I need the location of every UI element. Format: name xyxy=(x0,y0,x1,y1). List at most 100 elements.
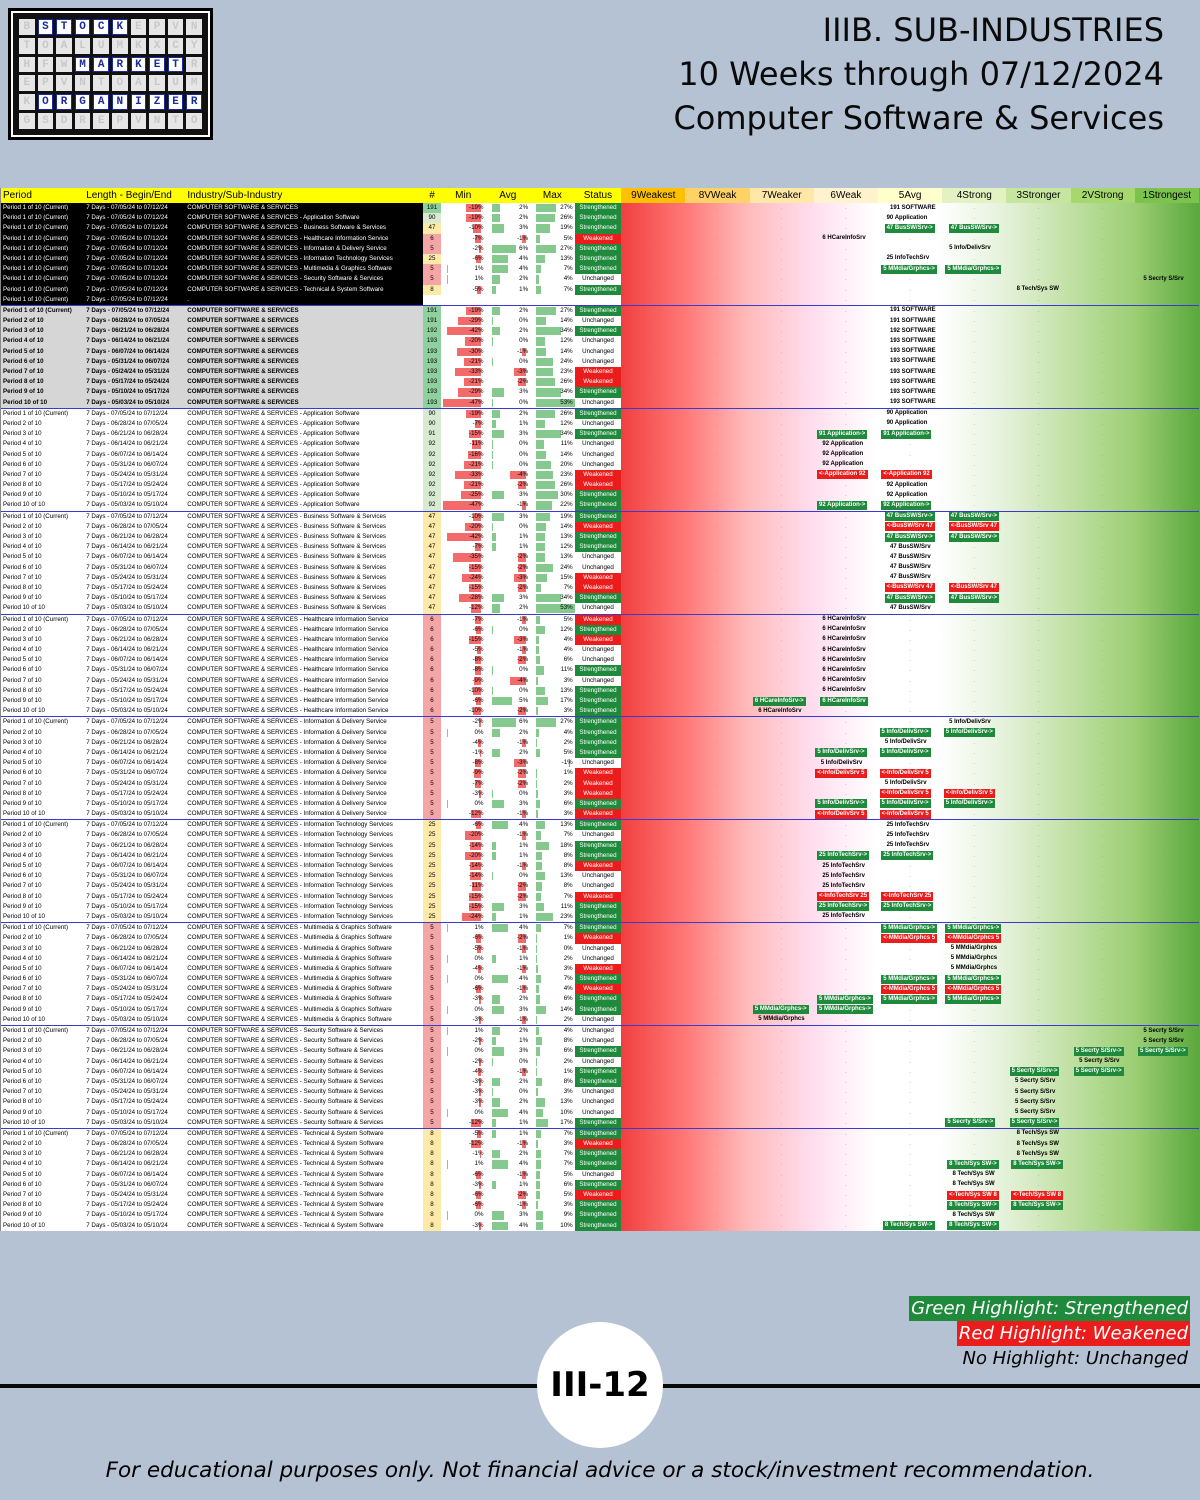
level-cell: . xyxy=(652,470,655,478)
level-cell: . xyxy=(652,862,655,869)
level-cell: . xyxy=(845,944,847,952)
value-bar xyxy=(536,748,541,758)
level-tag: 47 BusSW/Srv-> xyxy=(884,223,935,233)
level-cell: . 193 SOFTWARE xyxy=(890,357,936,365)
level-cell: . xyxy=(652,440,655,448)
cell-status: Weakened xyxy=(574,788,622,799)
value-text: -15% xyxy=(469,430,484,438)
level-cell: . xyxy=(1101,450,1104,458)
value-text: 6% xyxy=(563,1180,573,1188)
cell-avg: -1% xyxy=(486,1067,531,1077)
cell-period: Period 4 of 10 xyxy=(3,954,42,962)
value-bar xyxy=(446,728,448,737)
table-row: Period 4 of 10 7 Days - 06/14/24 to 06/21… xyxy=(1,645,1199,656)
level-cell: . xyxy=(1101,799,1104,807)
value-bar xyxy=(536,851,543,860)
table-row: Period 10 of 10 7 Days - 05/03/24 to 05/1… xyxy=(1,911,1199,923)
level-zone: .........5 Secrty S/Srv xyxy=(621,274,1199,285)
level-cell: . xyxy=(780,460,783,468)
value-text: 14% xyxy=(560,347,573,355)
level-cell: . xyxy=(780,573,783,581)
value-bar xyxy=(521,862,526,871)
level-cell: . xyxy=(780,718,783,726)
table-group: Period 1 of 10 (Current) 7 Days - 07/05/2… xyxy=(1,511,1199,615)
level-cell: . xyxy=(716,1118,719,1126)
cell-industry: COMPUTER SOFTWARE & SERVICES - Business … xyxy=(187,553,387,561)
value-text: 1% xyxy=(474,1160,484,1168)
value-text: -2% xyxy=(517,707,529,715)
value-text: -6% xyxy=(472,697,484,704)
level-cell: .5 Info/DelivSrv-> xyxy=(878,799,942,809)
level-cell: . xyxy=(652,430,655,438)
level-cell: . xyxy=(1037,512,1040,520)
logo-letter: T xyxy=(56,19,72,35)
logo-filler: T xyxy=(93,75,109,92)
value-bar xyxy=(517,563,526,572)
level-cell: . xyxy=(652,686,655,694)
cell-length: 7 Days - 05/24/24 to 05/31/24 xyxy=(86,1088,168,1096)
level-cell: . xyxy=(716,1015,719,1023)
level-cell: . xyxy=(1165,450,1168,458)
cell-avg: -1% xyxy=(486,738,531,748)
level-cell: . xyxy=(652,1140,655,1148)
level-zone: ..... 193 SOFTWARE.... xyxy=(621,387,1199,398)
level-tag: 5 Info/DelivSrv xyxy=(949,718,991,725)
value-bar xyxy=(536,635,540,645)
value-bar xyxy=(536,821,546,830)
level-tag: 6 HCareInfoSrv xyxy=(822,687,866,694)
cell-length: 7 Days - 06/28/24 to 07/05/24 xyxy=(86,1140,168,1148)
cell-max: 5% xyxy=(530,1190,575,1200)
table-row: Period 10 of 10 7 Days - 05/03/24 to 05/1… xyxy=(1,1014,1199,1025)
value-bar xyxy=(536,470,554,480)
cell-max: 15% xyxy=(530,573,575,583)
level-cell: . xyxy=(909,707,911,715)
level-cell: .5 MMdia/Grphcs-> xyxy=(878,994,942,1004)
cell-length: 7 Days - 05/17/24 to 05/24/24 xyxy=(86,789,168,797)
level-cell: . xyxy=(1037,912,1040,920)
level-tag: <-Application 92 xyxy=(817,470,868,480)
value-bar xyxy=(536,789,539,798)
value-text: 1% xyxy=(563,934,573,942)
cell-min: -6% xyxy=(441,1190,486,1200)
cell-period: Period 3 of 10 xyxy=(3,1047,42,1055)
level-cell: . xyxy=(716,1150,719,1158)
value-bar xyxy=(465,409,481,418)
header-level-9weakest: 9Weakest xyxy=(621,188,686,203)
cell-count: 5 xyxy=(423,1066,441,1077)
level-tag: 8 Tech/Sys SW xyxy=(1016,1140,1059,1147)
level-cell: . xyxy=(780,594,783,602)
level-cell: . 25 InfoTechSrv xyxy=(822,872,865,880)
cell-industry: COMPUTER SOFTWARE & SERVICES - Multimedi… xyxy=(187,924,392,932)
value-text: -3% xyxy=(472,1180,484,1188)
level-cell: . xyxy=(780,686,783,694)
level-tag: 6 HCareInfoSrv xyxy=(822,235,866,242)
cell-status: Unchanged xyxy=(582,1098,614,1106)
cell-status: Strengthened xyxy=(574,1179,622,1190)
cell-min: -2% xyxy=(441,717,486,727)
value-text: 3% xyxy=(563,676,573,684)
level-cell: . xyxy=(652,635,655,643)
value-bar xyxy=(536,964,539,974)
level-cell: . xyxy=(1165,440,1168,448)
level-cell: . xyxy=(845,317,847,325)
level-cell: . xyxy=(973,810,976,818)
level-cell: . xyxy=(973,450,976,458)
cell-count: 47 xyxy=(423,572,441,583)
level-tag: 8 Tech/Sys SW-> xyxy=(882,1221,935,1231)
level-tag: 25 InfoTechSrv xyxy=(822,913,865,920)
cell-avg: -1% xyxy=(486,964,531,974)
level-cell: . xyxy=(780,430,783,438)
level-cell: .92 Application-> xyxy=(814,500,878,510)
level-cell: . xyxy=(1037,306,1040,314)
table-row: Period 5 of 10 7 Days - 06/07/24 to 06/14… xyxy=(1,758,1199,769)
level-cell: . xyxy=(716,1160,719,1168)
cell-status: Strengthened xyxy=(574,840,622,851)
cell-count: 5 xyxy=(423,984,441,995)
cell-period: Period 9 of 10 xyxy=(3,594,42,602)
value-text: -10% xyxy=(469,224,484,232)
value-bar xyxy=(536,285,542,294)
level-cell: . xyxy=(1101,902,1104,910)
cell-min: -33% xyxy=(441,367,486,377)
cell-status: Strengthened xyxy=(574,284,622,295)
level-cell: .<-Info/DelivSrv 5 xyxy=(942,789,1006,799)
